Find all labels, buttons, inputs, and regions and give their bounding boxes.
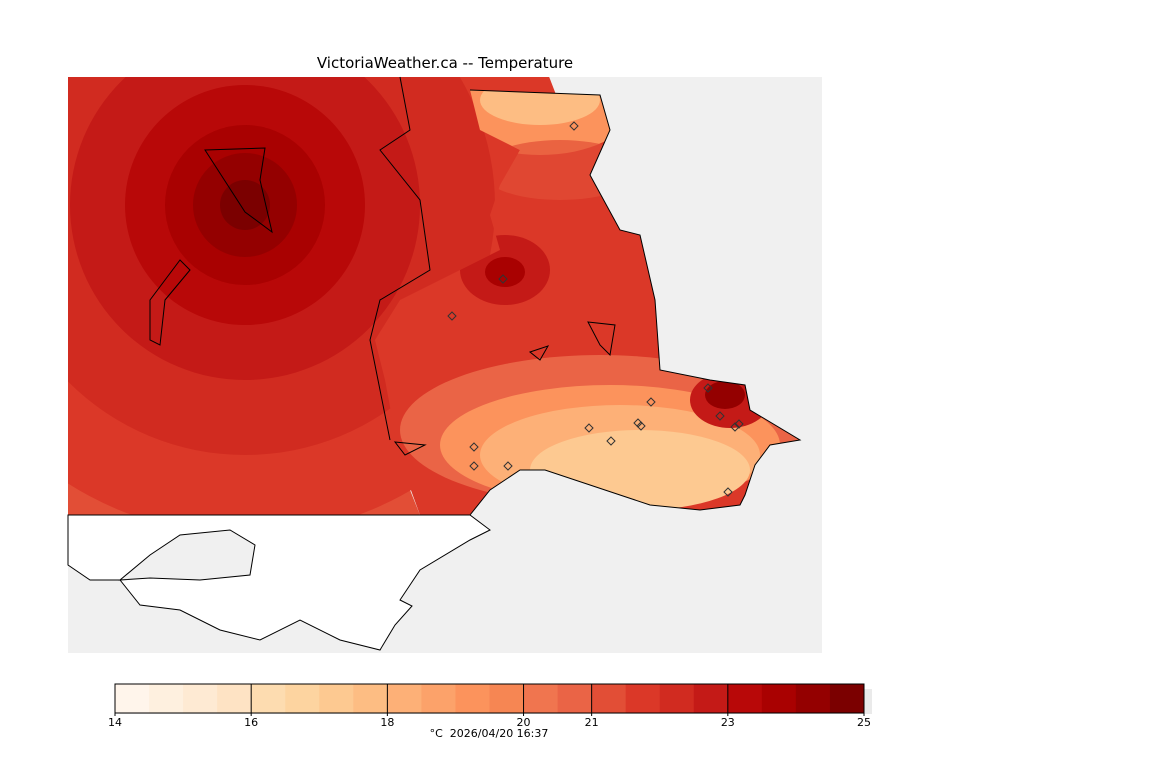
colorbar-bin bbox=[659, 684, 695, 713]
colorbar bbox=[114, 684, 865, 716]
inlet bbox=[118, 529, 256, 581]
colorbar-bin bbox=[625, 684, 661, 713]
colorbar-bin bbox=[557, 684, 593, 713]
weather-stations bbox=[447, 121, 744, 497]
colorbar-tick-label: 23 bbox=[720, 716, 735, 729]
colorbar-tick-label: 21 bbox=[584, 716, 599, 729]
colorbar-bin bbox=[183, 684, 218, 713]
station-marker-icon bbox=[636, 421, 646, 431]
station-marker-icon bbox=[730, 422, 740, 432]
colorbar-tick-label: 25 bbox=[857, 716, 871, 729]
station-marker-icon bbox=[469, 461, 479, 471]
colorbar-bin bbox=[829, 684, 865, 713]
colorbar-bin bbox=[149, 684, 184, 713]
colorbar-bin bbox=[455, 684, 490, 713]
coastlines bbox=[149, 76, 802, 516]
station-marker-icon bbox=[569, 121, 579, 131]
colorbar-bin bbox=[693, 684, 729, 713]
colorbar-tick-label: 16 bbox=[244, 716, 259, 729]
colorbar-tick-label: 14 bbox=[108, 716, 122, 729]
station-marker-icon bbox=[723, 487, 733, 497]
colorbar-bin bbox=[761, 684, 797, 713]
colorbar-bin bbox=[115, 684, 150, 713]
colorbar-tick-label: 20 bbox=[516, 716, 531, 729]
colorbar-bin bbox=[251, 684, 286, 713]
colorbar-caption: °C 2026/04/20 16:37 bbox=[430, 727, 549, 740]
station-marker-icon bbox=[703, 383, 713, 393]
colorbar-bin bbox=[319, 684, 354, 713]
station-marker-icon bbox=[646, 397, 656, 407]
station-marker-icon bbox=[715, 411, 725, 421]
unit-label: °C bbox=[429, 727, 443, 740]
colorbar-bin bbox=[285, 684, 320, 713]
colorbar-bin bbox=[795, 684, 831, 713]
station-marker-icon bbox=[734, 419, 744, 429]
colorbar-tick-label: 18 bbox=[380, 716, 395, 729]
colorbar-bin bbox=[489, 684, 525, 713]
colorbar-bin bbox=[727, 684, 763, 713]
station-marker-icon bbox=[584, 423, 594, 433]
station-marker-icon bbox=[469, 442, 479, 452]
station-marker-icon bbox=[503, 461, 513, 471]
colorbar-bin bbox=[421, 684, 456, 713]
map-title: VictoriaWeather.ca -- Temperature bbox=[316, 54, 574, 72]
station-marker-icon bbox=[447, 311, 457, 321]
timestamp: 2026/04/20 16:37 bbox=[449, 727, 549, 740]
colorbar-bin bbox=[387, 684, 422, 713]
station-marker-icon bbox=[498, 274, 508, 284]
colorbar-bin bbox=[353, 684, 388, 713]
colorbar-bin bbox=[217, 684, 252, 713]
colorbar-bin bbox=[591, 684, 627, 713]
station-marker-icon bbox=[606, 436, 616, 446]
colorbar-bin bbox=[523, 684, 559, 713]
